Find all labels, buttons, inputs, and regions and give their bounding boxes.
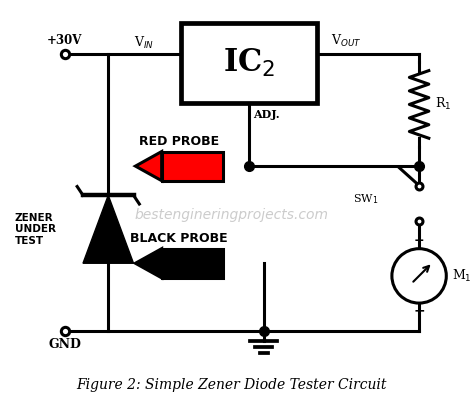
Polygon shape — [83, 195, 134, 263]
Bar — [162, 151, 223, 181]
Text: V$_{IN}$: V$_{IN}$ — [134, 35, 154, 51]
Text: RED PROBE: RED PROBE — [139, 135, 219, 149]
Text: IC$_2$: IC$_2$ — [223, 47, 275, 79]
Text: V$_{OUT}$: V$_{OUT}$ — [331, 33, 362, 49]
Text: M$_1$: M$_1$ — [452, 268, 472, 284]
Bar — [181, 23, 317, 103]
Text: Figure 2: Simple Zener Diode Tester Circuit: Figure 2: Simple Zener Diode Tester Circ… — [76, 378, 387, 392]
Bar — [162, 249, 223, 278]
Text: +30V: +30V — [47, 34, 82, 47]
Polygon shape — [136, 249, 162, 278]
Text: bestengineringprojects.com: bestengineringprojects.com — [135, 208, 328, 222]
Text: R$_1$: R$_1$ — [435, 96, 451, 113]
Text: ADJ.: ADJ. — [253, 109, 280, 120]
Bar — [162, 151, 223, 181]
Text: SW$_1$: SW$_1$ — [353, 192, 378, 206]
Text: ZENER
UNDER
TEST: ZENER UNDER TEST — [15, 213, 56, 246]
Circle shape — [392, 249, 447, 303]
Text: −: − — [413, 304, 425, 318]
Text: GND: GND — [48, 338, 81, 351]
Bar — [162, 249, 223, 278]
Text: +: + — [414, 235, 424, 247]
Text: BLACK PROBE: BLACK PROBE — [130, 233, 228, 246]
Polygon shape — [136, 151, 162, 181]
